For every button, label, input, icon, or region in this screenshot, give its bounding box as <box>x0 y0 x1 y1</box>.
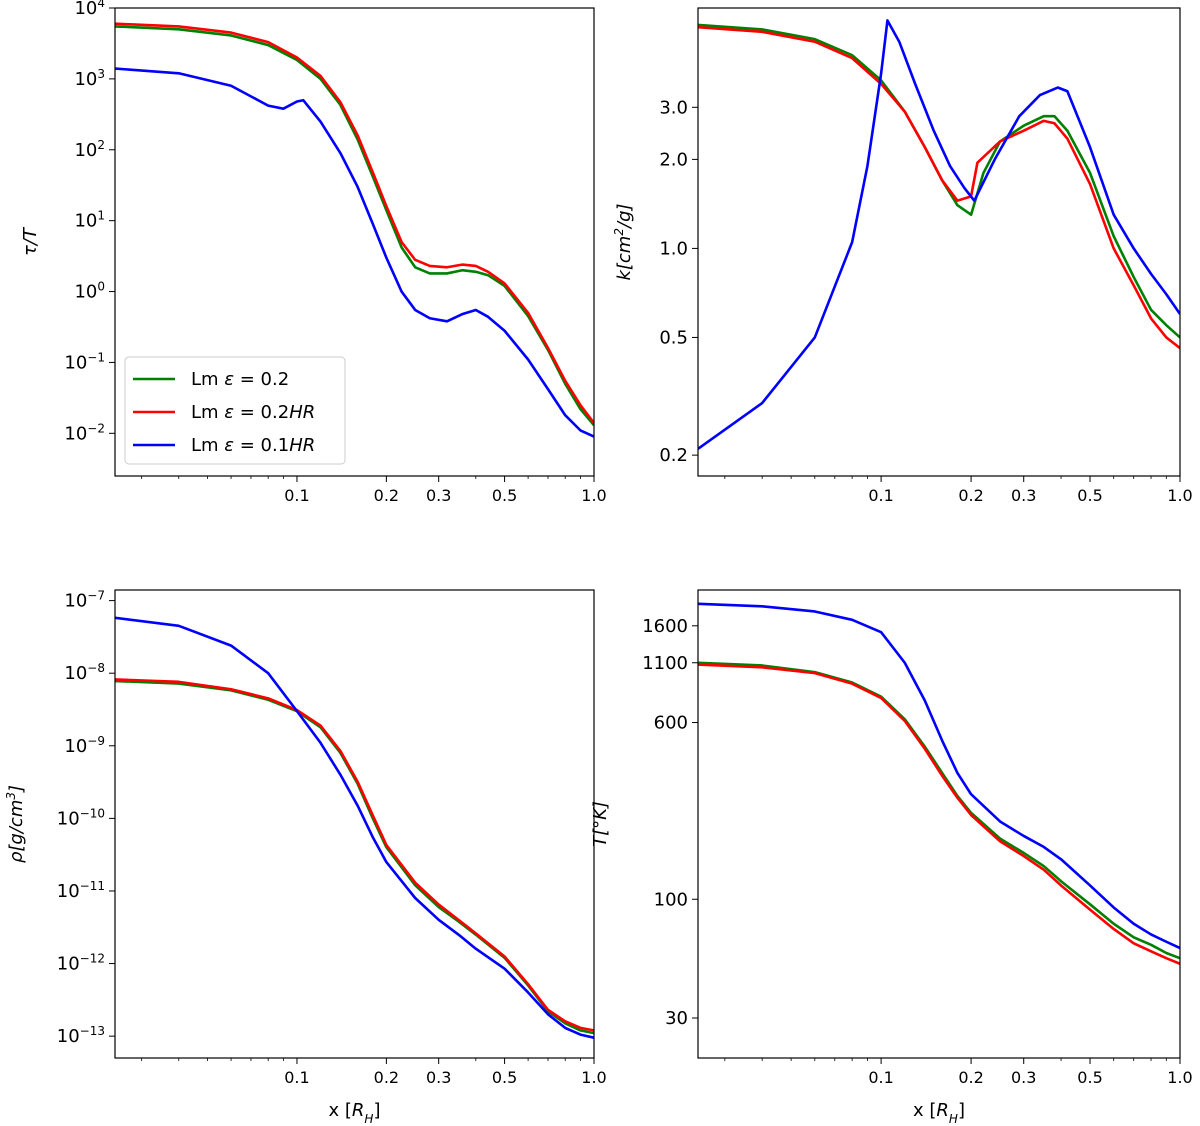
y-axis-label: k[cm2/g] <box>612 203 635 280</box>
series-line-1 <box>698 661 1180 960</box>
y-tick-label: 0.2 <box>659 445 688 466</box>
y-tick-label: 10−9 <box>64 734 105 757</box>
x-tick-label: 0.1 <box>284 1068 309 1087</box>
y-tick-label: 10−11 <box>57 879 105 902</box>
y-tick-label: 10−10 <box>57 806 105 829</box>
series-line-2 <box>115 22 594 424</box>
series-line-1 <box>115 25 594 427</box>
x-axis-label: x [RH] <box>329 1100 381 1126</box>
panel-temp: 0.1 0.2 0.3 0.5 1.0 30 100 600 1100 1600 T[°K] x [R… <box>590 589 1193 1126</box>
x-tick-label: 0.1 <box>868 486 893 505</box>
x-tick-label: 0.3 <box>426 486 451 505</box>
panel-tau: 0.1 0.2 0.3 0.5 1.0 10−2 10−1 100 101 102 103 104 τ/… <box>20 0 607 505</box>
series-line-2 <box>115 678 594 1032</box>
x-tick-label: 0.2 <box>958 486 983 505</box>
x-tick-label: 0.2 <box>374 1068 399 1087</box>
y-tick-label: 10−8 <box>64 661 105 684</box>
axes-frame <box>697 589 1181 1059</box>
series-line-1 <box>115 679 594 1035</box>
axes-frame <box>697 7 1181 477</box>
y-tick-label: 103 <box>74 67 105 90</box>
x-tick-label: 0.5 <box>1077 1068 1102 1087</box>
y-tick-label: 600 <box>654 713 688 734</box>
series-line-3 <box>115 616 594 1040</box>
x-tick-label: 0.3 <box>1011 486 1036 505</box>
legend-label: Lm ε = 0.2HR <box>191 402 315 423</box>
legend: Lm ε = 0.2 Lm ε = 0.2HR Lm ε = 0.1HR <box>124 356 346 465</box>
y-tick-label: 1.0 <box>659 238 688 259</box>
axes-frame <box>114 7 595 477</box>
x-tick-label: 0.2 <box>374 486 399 505</box>
legend-label: Lm ε = 0.2 <box>191 369 289 390</box>
x-tick-label: 0.1 <box>284 486 309 505</box>
legend-label: Lm ε = 0.1HR <box>191 435 315 456</box>
y-axis-label: T[°K] <box>590 801 611 847</box>
x-tick-label: 1.0 <box>581 1068 606 1087</box>
y-tick-label: 1100 <box>642 653 688 674</box>
series-line-3 <box>698 19 1180 450</box>
legend-frame <box>124 356 346 465</box>
x-tick-label: 1.0 <box>1167 486 1192 505</box>
x-tick-label: 0.5 <box>492 486 517 505</box>
y-tick-label: 102 <box>74 138 105 161</box>
y-tick-label: 10−2 <box>64 421 105 444</box>
panel-rho: 0.1 0.2 0.3 0.5 1.0 10−13 10−12 10−11 10−10 10−9 1… <box>4 589 607 1126</box>
series-line-3 <box>115 67 594 438</box>
y-tick-label: 101 <box>74 209 105 232</box>
x-tick-label: 0.3 <box>1011 1068 1036 1087</box>
y-tick-label: 1600 <box>642 616 688 637</box>
series-line-3 <box>698 602 1180 950</box>
series-line-1 <box>698 23 1180 339</box>
y-tick-label: 104 <box>74 0 105 19</box>
panel-kappa: 0.1 0.2 0.3 0.5 1.0 0.2 0.5 1.0 2.0 3.0 k[cm2/g] <box>612 7 1193 505</box>
x-tick-label: 0.3 <box>426 1068 451 1087</box>
y-tick-label: 0.5 <box>659 327 688 348</box>
x-tick-label: 0.1 <box>868 1068 893 1087</box>
y-tick-label: 2.0 <box>659 149 688 170</box>
y-tick-label: 100 <box>654 889 688 910</box>
axes-frame <box>114 589 595 1059</box>
y-tick-label: 100 <box>74 280 105 303</box>
y-tick-label: 10−12 <box>57 952 105 975</box>
y-axis-label: ρ[g/cm3] <box>4 785 27 863</box>
y-axis-label: τ/T <box>20 226 41 256</box>
x-tick-label: 1.0 <box>1167 1068 1192 1087</box>
y-tick-label: 3.0 <box>659 97 688 118</box>
series-line-2 <box>698 25 1180 350</box>
x-tick-label: 0.2 <box>958 1068 983 1087</box>
y-tick-label: 10−1 <box>64 350 105 373</box>
y-tick-label: 10−13 <box>57 1024 105 1047</box>
y-tick-label: 30 <box>665 1008 688 1029</box>
x-tick-label: 0.5 <box>1077 486 1102 505</box>
x-tick-label: 0.5 <box>492 1068 517 1087</box>
series-line-2 <box>698 663 1180 965</box>
x-axis-label: x [RH] <box>913 1100 965 1126</box>
y-tick-label: 10−7 <box>64 589 105 612</box>
x-tick-label: 1.0 <box>581 486 606 505</box>
